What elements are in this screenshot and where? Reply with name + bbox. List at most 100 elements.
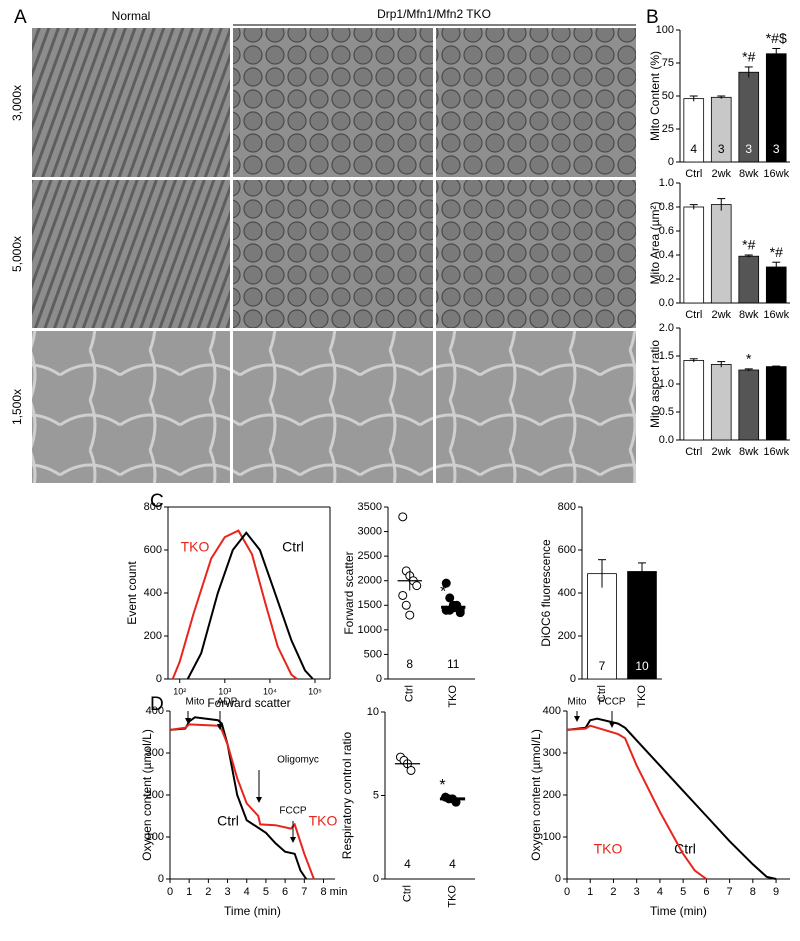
y-tick-label: 1.0 [659,177,674,189]
x-tick-label: 10⁵ [308,686,322,696]
y-tick-label: 0.0 [659,297,674,309]
y-tick-label: 200 [144,630,162,642]
arrow-head [217,724,223,730]
panel-label: C [150,491,164,512]
data-point [455,608,465,618]
data-point [398,512,408,522]
x-tick-label: TKO [636,685,648,708]
row-label: 5,000x [10,236,24,272]
y-tick-label: 0.8 [659,201,674,213]
y-tick-label: 75 [662,57,674,69]
panel-label: A [14,7,27,28]
y-axis-label: Oxygen content (µmol/L) [529,729,543,861]
y-tick-label: 0 [570,673,576,685]
arrow-head [185,718,191,724]
row-label: 3,000x [10,85,24,121]
x-tick-label: 8wk [739,446,759,458]
series-label: TKO [594,841,623,857]
x-tick-label: 8wk [739,168,759,180]
y-axis-label: Forward scatter [342,551,356,634]
y-tick-label: 0 [376,673,382,685]
y-tick-label: 200 [543,789,561,801]
y-tick-label: 3000 [358,525,382,537]
series-line [566,717,777,880]
y-tick-label: 0 [158,873,164,885]
x-tick-label: 3 [224,886,230,898]
x-axis-label: Forward scatter [207,696,290,710]
micrograph [32,331,230,483]
x-tick-label: TKO [447,685,459,708]
y-tick-label: 500 [364,648,382,660]
y-tick-label: 800 [144,501,162,513]
x-tick-label: 2wk [711,446,731,458]
x-tick-label: TKO [446,885,458,908]
series-line [186,531,314,680]
series-label: Ctrl [282,539,304,555]
x-axis-label: Time (min) [650,904,707,918]
y-tick-label: 0 [373,873,379,885]
n-label: 11 [447,657,460,671]
n-label: 3 [773,142,780,156]
y-tick-label: 3500 [358,501,382,513]
y-tick-label: 0 [156,673,162,685]
significance: * [440,584,446,601]
y-tick-label: 1.5 [659,350,674,362]
x-tick-label: 5 [263,886,269,898]
x-tick-label: 16wk [763,168,789,180]
y-tick-label: 200 [146,789,164,801]
y-tick-label: 100 [146,831,164,843]
x-tick-label: 7 [727,886,733,898]
annotation: FCCP [598,697,626,708]
bar [765,366,787,441]
x-tick-label: Ctrl [404,685,416,702]
n-label: 8 [406,657,413,671]
series-line [566,724,707,880]
bar [738,255,760,304]
series-label: Ctrl [674,841,696,857]
n-label: 3 [745,142,752,156]
y-axis-label: Oxygen content (µmol/L) [140,729,154,861]
micrograph [233,28,433,177]
significance: * [746,351,752,367]
y-tick-label: 600 [144,544,162,556]
series-label: TKO [181,539,210,555]
y-tick-label: 10 [367,706,379,718]
x-tick-label: Ctrl [596,685,608,702]
y-tick-label: 0 [668,156,674,168]
bar [683,360,705,441]
n-label: 4 [690,142,697,156]
x-tick-label: 4 [657,886,663,898]
y-tick-label: 200 [558,630,576,642]
series-line [169,716,308,880]
y-axis-label: Respiratory control ratio [340,731,354,859]
y-tick-label: 1.0 [659,378,674,390]
y-tick-label: 0.0 [659,434,674,446]
x-tick-label: 16wk [763,446,789,458]
x-tick-label: 2 [610,886,616,898]
x-tick-label: Ctrl [685,309,702,321]
micrograph [32,180,230,328]
micrograph [436,331,636,483]
y-tick-label: 0 [555,873,561,885]
annotation: Mito [568,697,587,708]
y-tick-label: 400 [558,587,576,599]
bar [683,206,705,304]
arrow-head [256,797,262,803]
micrograph [436,180,636,328]
x-tick-label: 0 [167,886,173,898]
x-axis-label: Time (min) [224,904,281,918]
x-tick-label: 4 [244,886,250,898]
y-tick-label: 5 [373,789,379,801]
micrograph [233,180,433,328]
column-header: Drp1/Mfn1/Mfn2 TKO [377,7,491,21]
y-tick-label: 300 [146,747,164,759]
micrograph [32,28,230,177]
x-tick-label: 2wk [711,168,731,180]
y-tick-label: 0.4 [659,249,674,261]
x-tick-label: 1 [587,886,593,898]
significance: *# [742,237,755,253]
y-axis-label: Event count [125,561,139,625]
n-label: 10 [635,659,649,673]
y-tick-label: 100 [543,831,561,843]
y-tick-label: 300 [543,747,561,759]
